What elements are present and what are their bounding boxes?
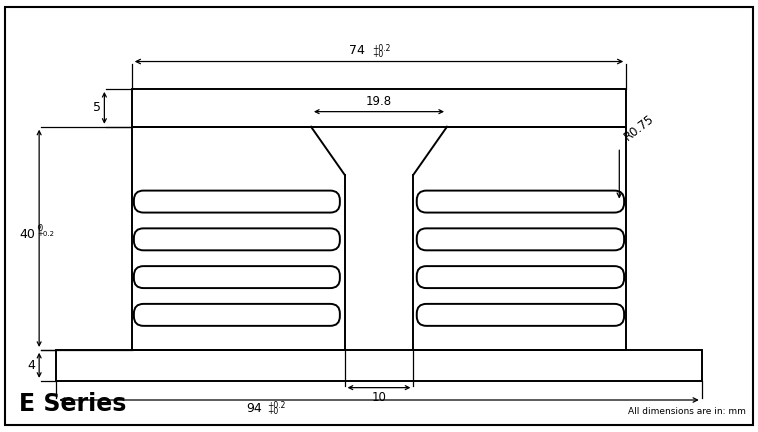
Text: 4: 4 <box>28 359 36 372</box>
Text: 10: 10 <box>371 391 387 404</box>
Text: R0.75: R0.75 <box>622 112 657 143</box>
Text: 19.8: 19.8 <box>366 95 392 108</box>
Text: +0.2: +0.2 <box>268 401 286 410</box>
Text: +0: +0 <box>372 50 384 59</box>
Text: All dimensions are in: mm: All dimensions are in: mm <box>628 407 747 416</box>
Text: E Series: E Series <box>18 393 126 416</box>
Text: +0: +0 <box>268 407 278 416</box>
Text: +0.2: +0.2 <box>372 44 390 53</box>
Text: 40: 40 <box>20 229 36 241</box>
Text: 74: 74 <box>349 44 365 57</box>
Text: +0.2: +0.2 <box>37 231 54 237</box>
Text: 0: 0 <box>37 223 42 232</box>
Text: 94: 94 <box>246 402 262 415</box>
Text: 5: 5 <box>93 102 101 114</box>
Text: °: ° <box>36 225 40 235</box>
